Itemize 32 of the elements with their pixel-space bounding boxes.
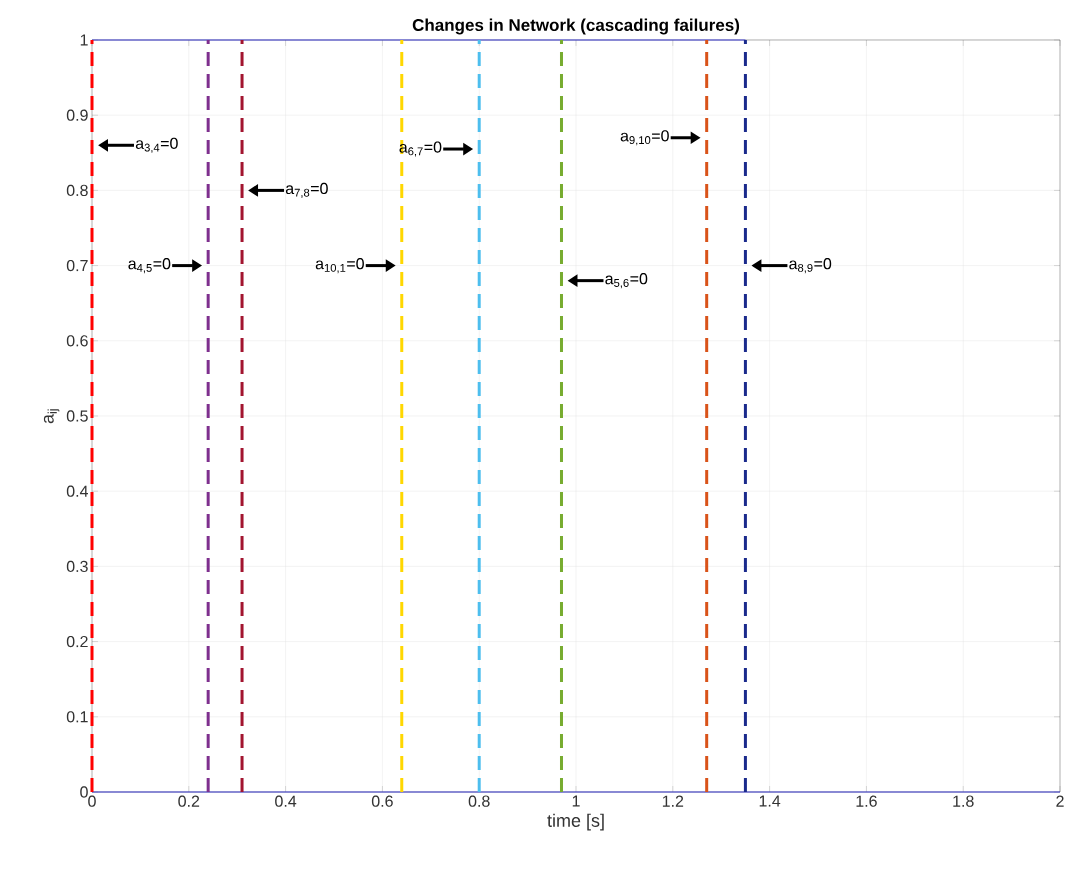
y-axis-title: a$_{ij}$ [43, 409, 60, 424]
y-tick-label: 0 [80, 786, 88, 798]
x-tick-label: 1.8 [953, 795, 974, 807]
x-tick-label: 0.8 [468, 795, 490, 807]
x-tick-label: 1.2 [662, 795, 684, 807]
x-tick-label: 1.6 [856, 795, 877, 807]
x-tick-label: 0.6 [371, 795, 393, 807]
annotation: a$_{4,5}$=0 [128, 258, 171, 274]
annotation: a$_{7,8}$=0 [285, 182, 328, 198]
x-tick-label: 1 [572, 795, 580, 807]
y-tick-label: 0.1 [66, 711, 88, 723]
annotation: a$_{9,10}$=0 [620, 130, 669, 146]
y-tick-label: 0.9 [66, 109, 88, 121]
x-tick-label: 0.4 [275, 795, 297, 807]
y-tick-label: 0.6 [66, 335, 88, 347]
y-tick-label: 1 [80, 34, 88, 46]
x-tick-label: 2 [1056, 795, 1064, 807]
x-axis-title: time [s] [547, 813, 604, 831]
annotation: a$_{3,4}$=0 [135, 137, 178, 153]
annotation: a$_{5,6}$=0 [605, 273, 648, 289]
y-tick-label: 0.4 [66, 485, 88, 497]
x-tick-label: 0 [88, 795, 96, 807]
x-tick-label: 1.4 [759, 795, 781, 807]
x-tick-label: 0.2 [178, 795, 200, 807]
y-tick-label: 0.3 [66, 560, 88, 573]
y-tick-label: 0.7 [66, 259, 88, 272]
chart-title: Changes in Network (cascading failures) [412, 18, 740, 35]
y-tick-label: 0.5 [66, 410, 88, 422]
annotation: a$_{10,1}$=0 [315, 258, 364, 274]
annotation: a$_{8,9}$=0 [789, 258, 832, 274]
y-tick-label: 0.2 [66, 635, 88, 648]
y-tick-label: 0.8 [66, 184, 88, 197]
